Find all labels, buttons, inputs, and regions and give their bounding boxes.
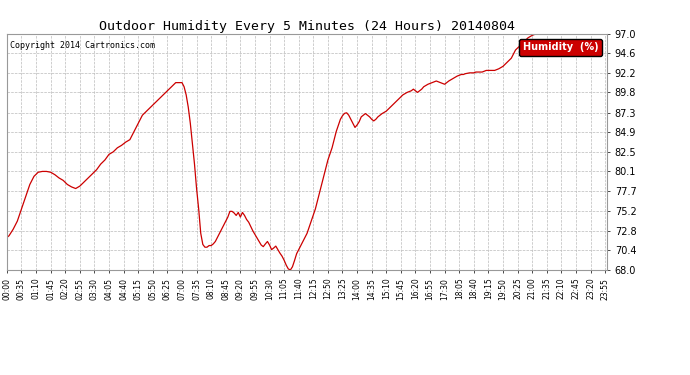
Text: Copyright 2014 Cartronics.com: Copyright 2014 Cartronics.com: [10, 41, 155, 50]
Legend: Humidity  (%): Humidity (%): [519, 39, 602, 56]
Title: Outdoor Humidity Every 5 Minutes (24 Hours) 20140804: Outdoor Humidity Every 5 Minutes (24 Hou…: [99, 20, 515, 33]
